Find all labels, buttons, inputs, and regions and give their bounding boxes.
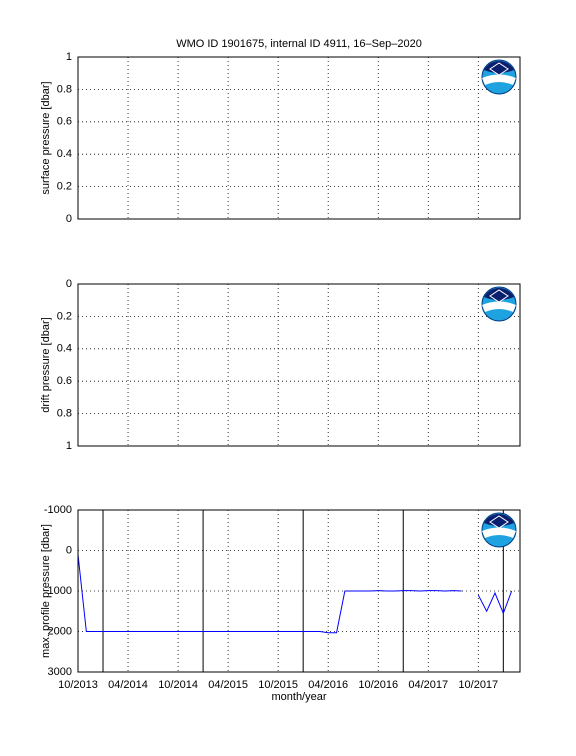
y-tick-label: 0.2 bbox=[57, 181, 72, 193]
x-tick-label: 04/2014 bbox=[108, 679, 148, 691]
logo-bird bbox=[489, 62, 509, 76]
plot-frame bbox=[77, 56, 521, 220]
y-tick-label: 0.4 bbox=[57, 148, 72, 160]
y-tick-label: 3000 bbox=[48, 666, 72, 678]
y-tick-label: 1 bbox=[66, 51, 72, 63]
data-line bbox=[77, 554, 513, 634]
x-tick-label: 04/2016 bbox=[308, 679, 348, 691]
chart-title: WMO ID 1901675, internal ID 4911, 16–Sep… bbox=[176, 38, 422, 50]
y-axis-label: max. profile pressure [dbar] bbox=[40, 524, 52, 658]
y-tick-label: 0 bbox=[66, 544, 72, 556]
plot-area bbox=[77, 56, 521, 220]
y-tick-label: 0.2 bbox=[57, 310, 72, 322]
noaa-logo bbox=[481, 286, 517, 322]
noaa-logo bbox=[481, 59, 517, 95]
logo-wave bbox=[482, 74, 516, 85]
y-tick-label: -1000 bbox=[44, 504, 72, 516]
x-axis-label: month/year bbox=[271, 691, 326, 703]
y-axis-label: surface pressure [dbar] bbox=[40, 81, 52, 194]
logo-bird bbox=[489, 515, 509, 529]
y-tick-label: 0.6 bbox=[57, 116, 72, 128]
x-tick-label: 10/2015 bbox=[258, 679, 298, 691]
plot-area bbox=[77, 283, 521, 447]
logo-bird bbox=[489, 289, 509, 303]
y-tick-label: 0.4 bbox=[57, 343, 72, 355]
y-tick-label: 0 bbox=[66, 213, 72, 225]
plot-frame bbox=[77, 509, 521, 673]
y-tick-label: 0 bbox=[66, 278, 72, 290]
plot-frame bbox=[77, 283, 521, 447]
y-tick-label: 1 bbox=[66, 440, 72, 452]
y-tick-label: 0.8 bbox=[57, 83, 72, 95]
y-axis-label: drift pressure [dbar] bbox=[40, 317, 52, 412]
noaa-logo bbox=[481, 512, 517, 548]
y-tick-label: 0.6 bbox=[57, 375, 72, 387]
logo-wave bbox=[482, 527, 516, 538]
x-tick-label: 10/2017 bbox=[458, 679, 498, 691]
y-tick-label: 2000 bbox=[48, 625, 72, 637]
x-tick-label: 10/2016 bbox=[358, 679, 398, 691]
x-tick-label: 10/2014 bbox=[158, 679, 198, 691]
x-tick-label: 04/2017 bbox=[408, 679, 448, 691]
y-tick-label: 1000 bbox=[48, 585, 72, 597]
x-tick-label: 10/2013 bbox=[58, 679, 98, 691]
y-tick-label: 0.8 bbox=[57, 408, 72, 420]
logo-wave bbox=[482, 301, 516, 312]
x-tick-label: 04/2015 bbox=[208, 679, 248, 691]
